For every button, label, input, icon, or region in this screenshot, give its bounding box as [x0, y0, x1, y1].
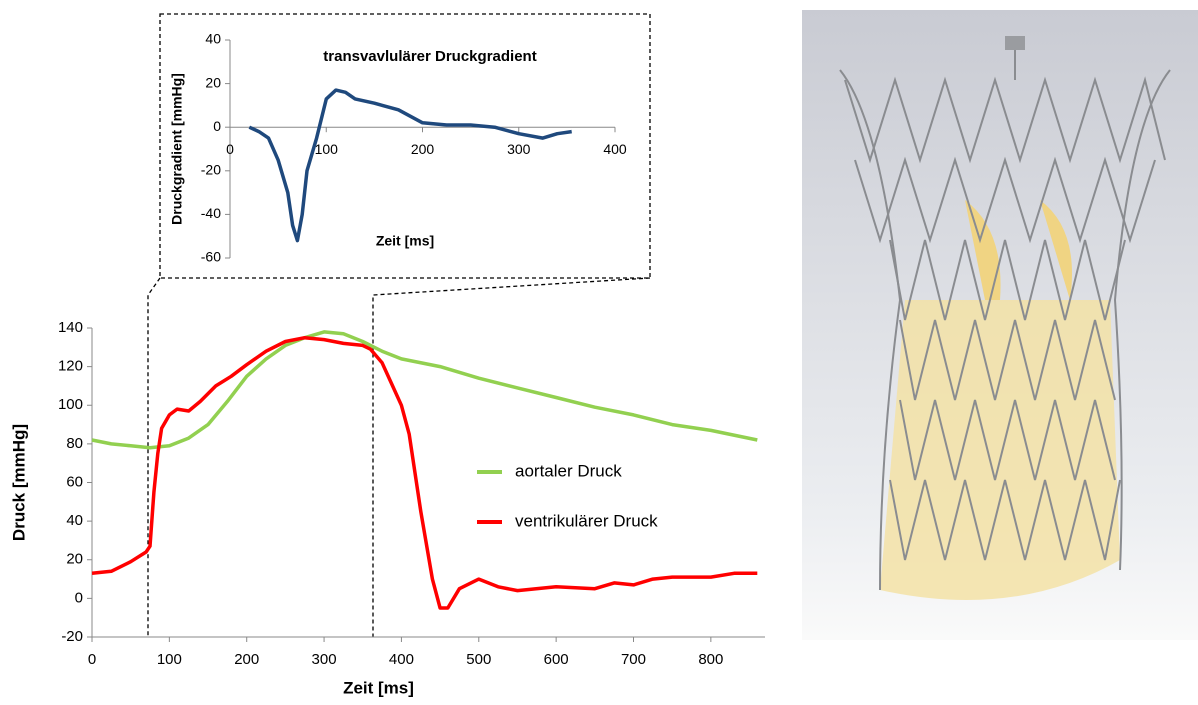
data-line — [249, 90, 571, 241]
x-tick-label: 100 — [315, 141, 339, 157]
x-tick-label: 400 — [389, 651, 414, 668]
y-tick-label: 20 — [205, 74, 221, 90]
x-tick-label: 200 — [411, 141, 435, 157]
y-tick-label: -20 — [201, 162, 221, 178]
zoom-guides — [148, 14, 650, 637]
y-tick-label: 0 — [75, 589, 83, 606]
x-tick-label: 700 — [621, 651, 646, 668]
y-tick-label: 0 — [213, 118, 221, 134]
y-tick-label: -20 — [61, 628, 83, 645]
x-tick-label: 300 — [312, 651, 337, 668]
y-tick-label: 100 — [58, 396, 83, 413]
x-tick-label: 300 — [507, 141, 531, 157]
x-tick-label: 200 — [234, 651, 259, 668]
y-axis-label: Druckgradient [mmHg] — [169, 73, 185, 225]
legend-label: ventrikulärer Druck — [515, 511, 658, 530]
y-tick-label: 60 — [66, 473, 83, 490]
x-tick-label: 400 — [603, 141, 627, 157]
data-line — [92, 332, 757, 448]
y-tick-label: 140 — [58, 319, 83, 336]
y-tick-label: 40 — [205, 31, 221, 47]
x-tick-label: 500 — [466, 651, 491, 668]
y-tick-label: -60 — [201, 249, 221, 265]
y-tick-label: 120 — [58, 358, 83, 375]
y-axis-label: Druck [mmHg] — [9, 424, 28, 541]
y-tick-label: 20 — [66, 551, 83, 568]
x-tick-label: 800 — [698, 651, 723, 668]
y-tick-label: -40 — [201, 205, 221, 221]
data-line — [92, 338, 757, 608]
photo — [802, 10, 1198, 640]
x-tick-label: 0 — [88, 651, 96, 668]
chart-title: transvavlulärer Druckgradient — [323, 48, 536, 65]
x-axis-label: Zeit [ms] — [343, 678, 414, 697]
x-tick-label: 600 — [544, 651, 569, 668]
x-tick-label: 100 — [157, 651, 182, 668]
x-axis-label: Zeit [ms] — [376, 233, 434, 249]
x-tick-label: 0 — [226, 141, 234, 157]
legend-label: aortaler Druck — [515, 461, 622, 480]
figure: -200204060801001201400100200300400500600… — [0, 0, 1198, 700]
y-tick-label: 80 — [66, 435, 83, 452]
y-tick-label: 40 — [66, 512, 83, 529]
